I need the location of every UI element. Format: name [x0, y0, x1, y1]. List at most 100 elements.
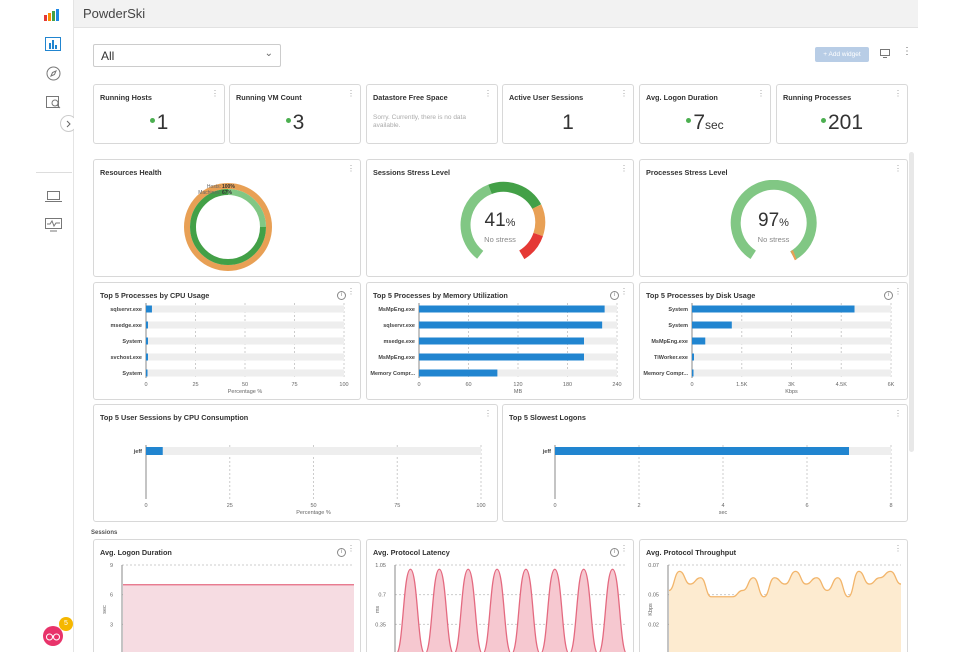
category-label: msedge.exe	[384, 339, 416, 345]
sessions-stress-gauge	[460, 181, 546, 260]
bar-track	[146, 353, 344, 361]
card-menu-icon[interactable]: ⋮	[211, 89, 219, 98]
reports-icon[interactable]	[42, 91, 64, 113]
category-label: jeff	[133, 449, 142, 455]
avg-protocol-throughput-card[interactable]: Avg. Protocol Throughput ⋮ 0.070.050.020…	[639, 539, 908, 652]
card-menu-icon[interactable]: ⋮	[620, 164, 628, 173]
card-menu-icon[interactable]: ⋮	[347, 544, 355, 553]
category-label: Memory Compr...	[370, 371, 415, 377]
page-title: PowderSki	[83, 6, 146, 21]
disk-usage-card[interactable]: Top 5 Processes by Disk Usage i ⋮ 0 1.5K 3…	[639, 282, 908, 400]
chevron-right-icon	[66, 120, 71, 127]
avg-logon-duration-chart: 9630sec11:09:00 AM11:13:10 AM11:17:20 AM	[102, 563, 354, 652]
processes-stress-card[interactable]: Processes Stress Level ⋮ 97% No stress	[639, 159, 908, 277]
info-icon[interactable]: i	[610, 291, 619, 300]
kpi-running-vm-count[interactable]: Running VM Count ⋮ 3	[229, 84, 361, 144]
no-data-message: Sorry. Currently, there is no data avail…	[373, 114, 466, 129]
cpu-usage-chart: 0 25 50 75 100 Percentage % sqlservr.exe msedge…	[110, 303, 349, 395]
info-icon[interactable]: i	[610, 548, 619, 557]
card-menu-icon[interactable]: ⋮	[620, 89, 628, 98]
logo-icon	[42, 4, 64, 26]
gauge-status: No stress	[484, 235, 516, 244]
disk-usage-chart: 0 1.5K 3K 4.5K 6K Kbps System System MsMpEng.exe…	[643, 303, 895, 395]
bar	[419, 305, 605, 313]
filter-select[interactable]: All ⌄	[93, 44, 281, 67]
kpi-datastore-free-space[interactable]: Datastore Free Space ⋮ Sorry. Currently,…	[366, 84, 498, 144]
card-menu-icon[interactable]: ⋮	[347, 89, 355, 98]
compass-icon[interactable]	[42, 62, 64, 84]
bar	[419, 369, 498, 377]
user-sessions-cpu-card[interactable]: Top 5 User Sessions by CPU Consumption ⋮…	[93, 404, 498, 522]
card-menu-icon[interactable]: ⋮	[620, 544, 628, 553]
scrollbar[interactable]	[909, 152, 914, 452]
kpi-active-user-sessions[interactable]: Active User Sessions ⋮ 1	[502, 84, 634, 144]
kpi-avg-logon-duration[interactable]: Avg. Logon Duration ⋮ 7sec	[639, 84, 771, 144]
kpi-value: 201	[827, 111, 864, 134]
avg-protocol-latency-card[interactable]: Avg. Protocol Latency i ⋮ 1.050.70.350ms…	[366, 539, 634, 652]
card-menu-icon[interactable]: ⋮	[894, 409, 902, 418]
x-tick-label: 75	[394, 503, 400, 509]
info-icon[interactable]: i	[884, 291, 893, 300]
card-menu-icon[interactable]: ⋮	[347, 164, 355, 173]
slowest-logons-chart: 0 2 4 6 8 sec jeff	[542, 445, 893, 516]
y-tick-label: 1.05	[375, 563, 386, 569]
sidebar-divider	[36, 172, 72, 173]
info-icon[interactable]: i	[337, 548, 346, 557]
sessions-stress-card[interactable]: Sessions Stress Level ⋮ 41% No stress	[366, 159, 634, 277]
card-menu-icon[interactable]: ⋮	[347, 287, 355, 296]
x-tick-label: 120	[513, 382, 522, 388]
laptop-icon[interactable]	[42, 186, 64, 208]
x-tick-label: 1.5K	[736, 382, 748, 388]
x-tick-label: 0	[553, 503, 556, 509]
bar-track	[146, 337, 344, 345]
kpi-running-hosts[interactable]: Running Hosts ⋮ 1	[93, 84, 225, 144]
resources-health-card[interactable]: Resources Health ⋮ Hosts: 100% Machines:…	[93, 159, 361, 277]
card-menu-icon[interactable]: ⋮	[620, 287, 628, 296]
kpi-title: Running VM Count	[236, 93, 302, 102]
memory-usage-card[interactable]: Top 5 Processes by Memory Utilization i …	[366, 282, 634, 400]
x-tick-label: 25	[227, 503, 233, 509]
bar	[692, 337, 706, 345]
card-title: Processes Stress Level	[646, 168, 728, 177]
card-title: Resources Health	[100, 168, 162, 177]
card-menu-icon[interactable]: ⋮	[484, 89, 492, 98]
more-options-icon[interactable]: ⋮	[902, 46, 912, 57]
avg-logon-duration-card[interactable]: Avg. Logon Duration i ⋮ 9630sec11:09:00 …	[93, 539, 361, 652]
dashboard-icon[interactable]	[42, 33, 64, 55]
card-menu-icon[interactable]: ⋮	[894, 544, 902, 553]
notifications-button[interactable]	[43, 626, 63, 646]
bar	[146, 337, 148, 345]
info-icon[interactable]: i	[337, 291, 346, 300]
category-label: System	[668, 323, 688, 329]
gauge-status: No stress	[757, 235, 790, 244]
kpi-value-wrap: 1	[94, 111, 224, 135]
card-menu-icon[interactable]: ⋮	[894, 287, 902, 296]
cpu-usage-card[interactable]: Top 5 Processes by CPU Usage i ⋮ 0 25 50 75…	[93, 282, 361, 400]
monitor-icon[interactable]	[42, 214, 64, 236]
card-menu-icon[interactable]: ⋮	[484, 409, 492, 418]
kpi-title: Active User Sessions	[509, 93, 584, 102]
gauge-unit: %	[779, 217, 789, 229]
kpi-running-processes[interactable]: Running Processes ⋮ 201	[776, 84, 908, 144]
slowest-logons-card[interactable]: Top 5 Slowest Logons ⋮ 0 2 4 6 8 sec jeff	[502, 404, 908, 522]
bar	[146, 447, 163, 455]
sidebar: 5	[0, 0, 77, 652]
x-tick-label: 0	[144, 382, 147, 388]
user-sessions-cpu-chart: 0 25 50 75 100 Percentage % jeff	[133, 445, 486, 516]
x-tick-label: 50	[242, 382, 248, 388]
x-axis-label: Percentage %	[228, 389, 263, 395]
status-dot-icon	[285, 117, 291, 123]
card-menu-icon[interactable]: ⋮	[757, 89, 765, 98]
kpi-value: 1	[156, 111, 169, 134]
hosts-label: Hosts:	[207, 184, 221, 190]
x-tick-label: 180	[563, 382, 572, 388]
x-axis-label: MB	[514, 389, 523, 395]
gauge-unit: %	[505, 217, 516, 229]
card-menu-icon[interactable]: ⋮	[894, 89, 902, 98]
add-widget-button[interactable]: + Add widget	[815, 47, 869, 62]
x-tick-label: 50	[310, 503, 316, 509]
display-icon[interactable]	[880, 49, 890, 61]
x-tick-label: 4.5K	[836, 382, 848, 388]
card-menu-icon[interactable]: ⋮	[894, 164, 902, 173]
y-tick-label: 0.35	[375, 622, 386, 628]
